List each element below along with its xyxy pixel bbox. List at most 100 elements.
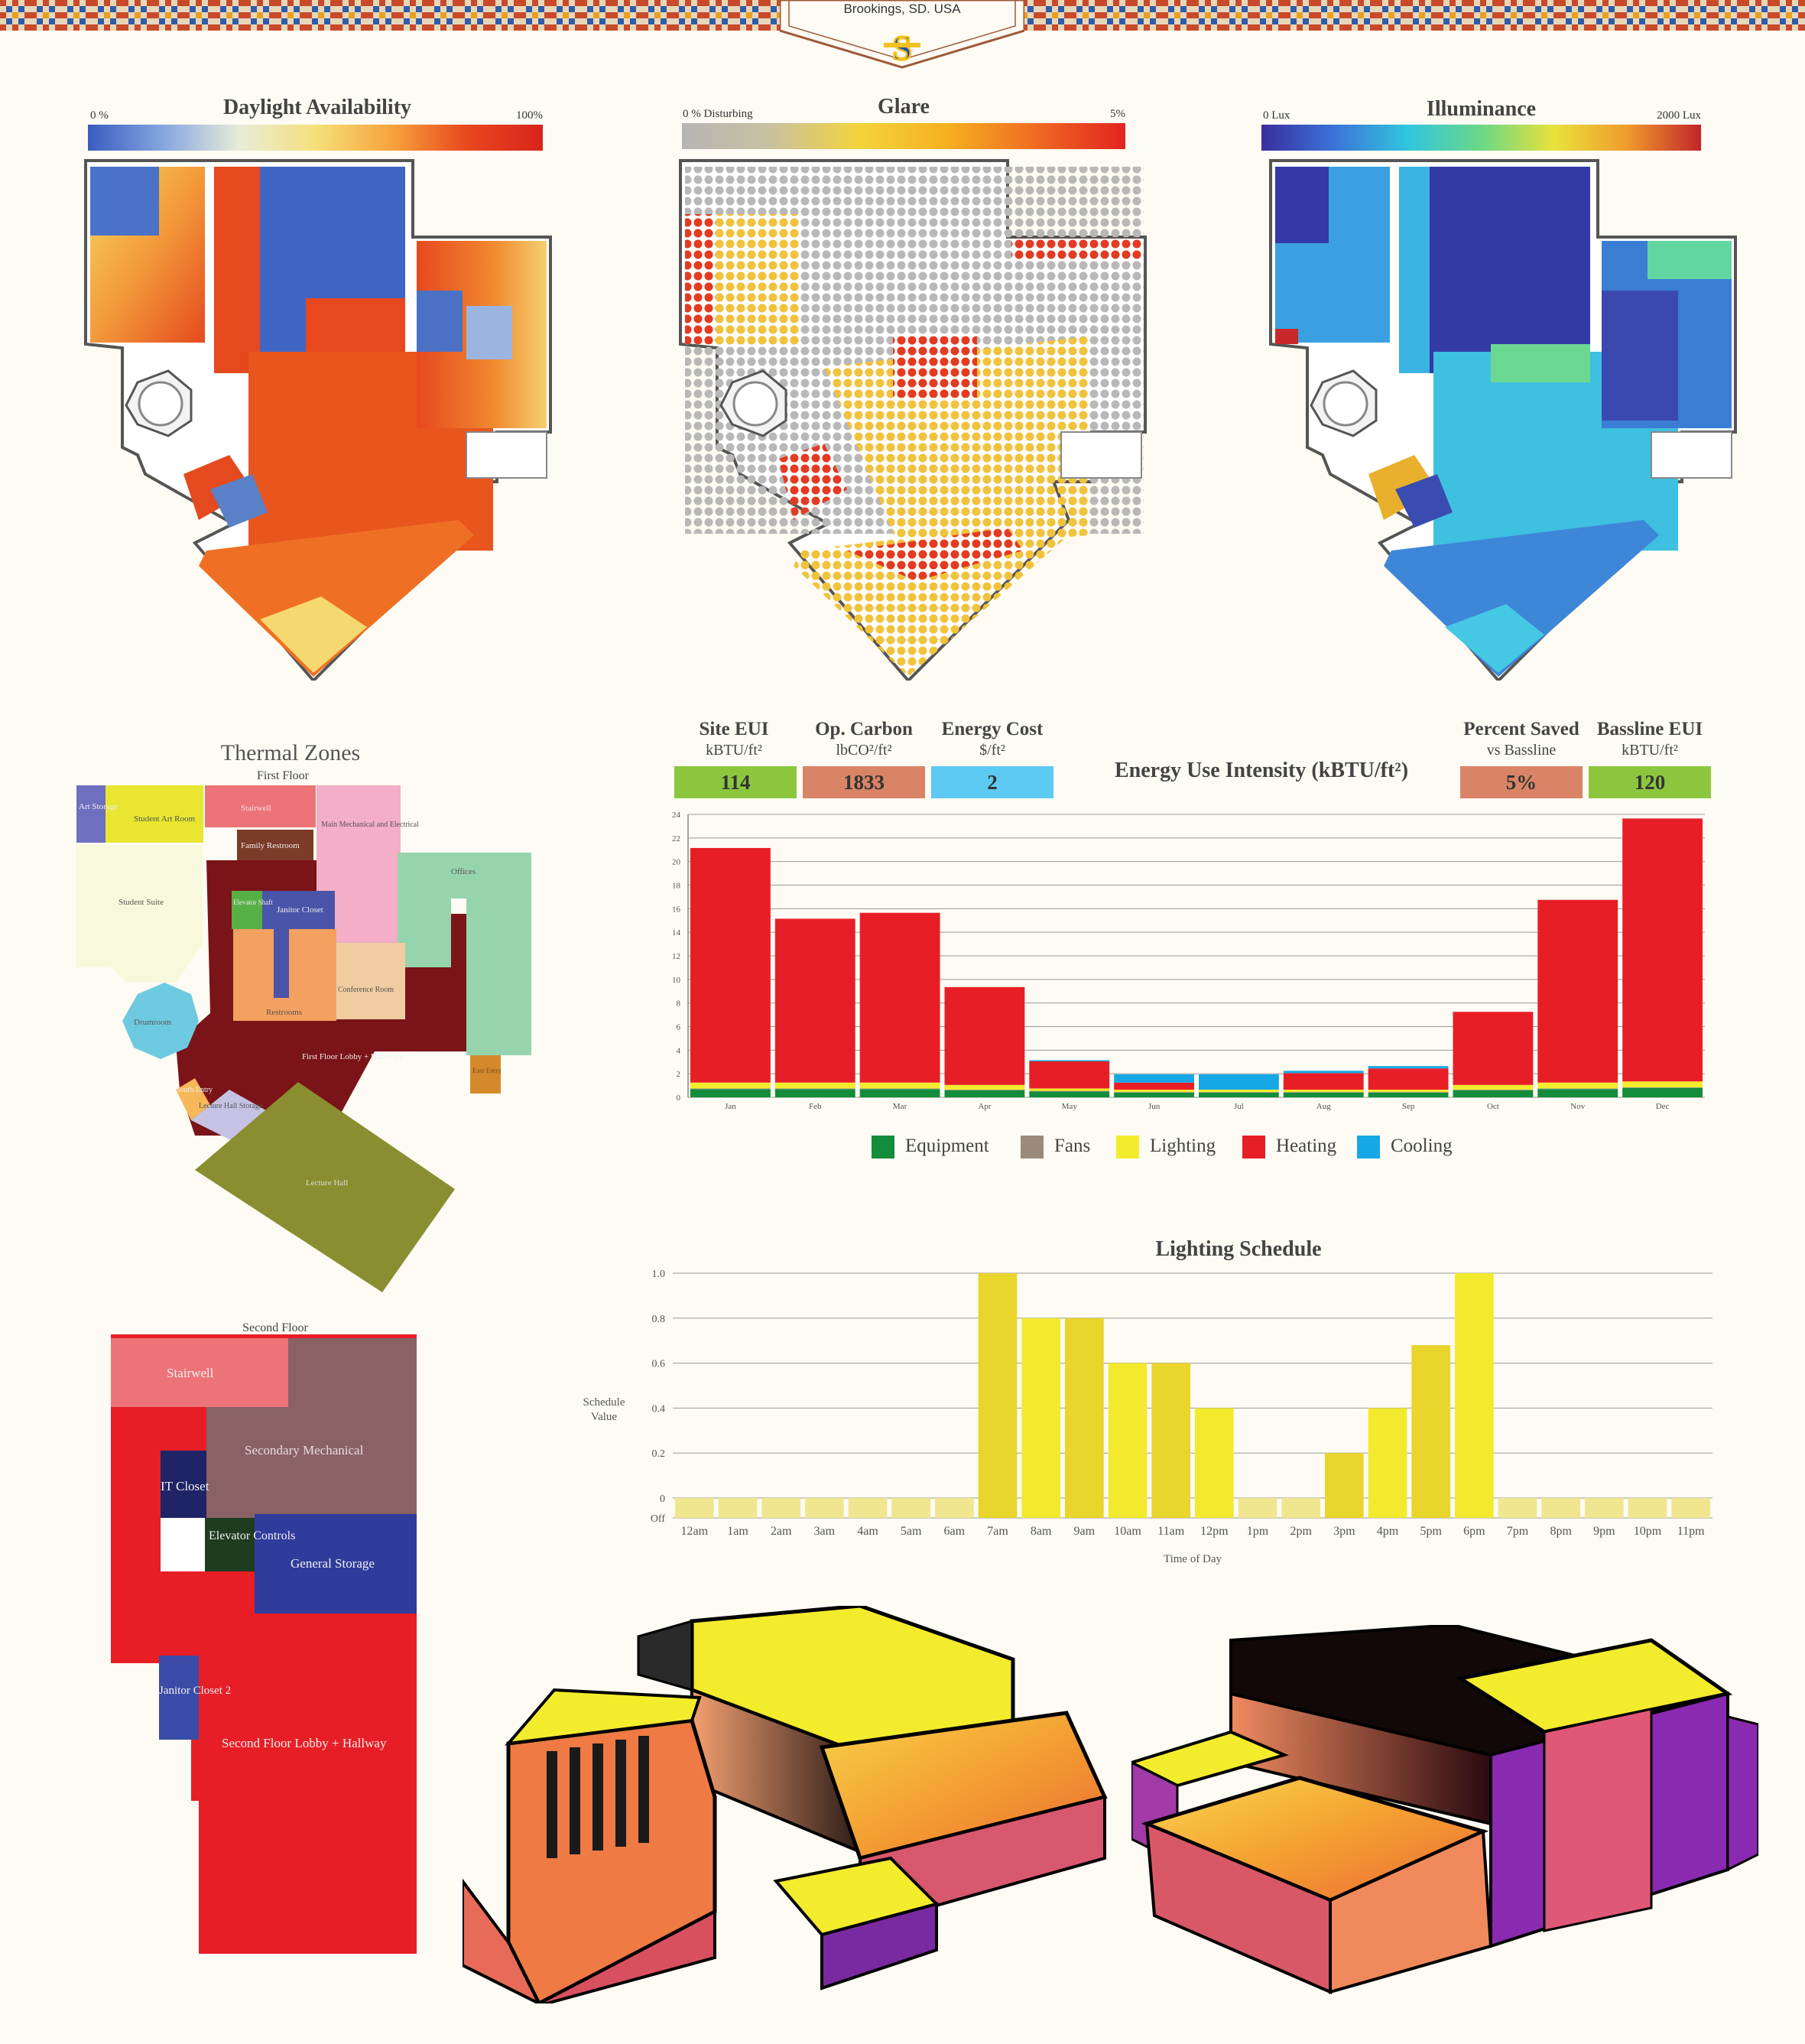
schedule-x-tick-label: 5pm (1420, 1525, 1442, 1538)
schedule-bar-5am (891, 1498, 930, 1518)
eui-bar-fans-aug (1283, 1092, 1364, 1093)
eui-bar-equipment-jul (1199, 1092, 1279, 1097)
legend-label: Cooling (1391, 1136, 1453, 1156)
schedule-bar-3pm (1325, 1453, 1364, 1518)
schedule-bar-11am (1151, 1363, 1190, 1518)
eui-x-tick-label: Jul (1234, 1102, 1244, 1111)
eui-bar-lighting-apr (944, 1084, 1025, 1090)
eui-bar-fans-feb (774, 1088, 855, 1090)
zone-south-entry-shape (176, 1078, 210, 1120)
eui-y-tick-label: 8 (677, 999, 681, 1009)
zone-label-south-entry: South Entry (176, 1086, 213, 1094)
eui-bar-lighting-mar (859, 1082, 940, 1089)
schedule-y-tick-label: 0.2 (652, 1448, 666, 1460)
schedule-x-tick-label: 2pm (1290, 1525, 1312, 1538)
kpi-baseline-eui-title: Bassline EUI (1596, 719, 1703, 739)
glare-min-label: 0 % Disturbing (683, 108, 753, 120)
kpi-baseline-eui-unit: kBTU/ft² (1622, 742, 1678, 759)
svg-text:S: S (892, 28, 912, 67)
glare-floorplan-heatmap (679, 159, 1147, 681)
schedule-x-tick-label: 11pm (1677, 1525, 1705, 1538)
legend-item-lighting: Lighting (1116, 1136, 1216, 1159)
lighting-schedule-bar-chart: Off 0 0.2 0.4 0.6 0.8 1.0 12am 1am 2am 3am 4am 5am 6a… (583, 1269, 1712, 1565)
eui-x-tick-label: Oct (1487, 1102, 1499, 1111)
zone-student-art-room-shape (106, 785, 203, 843)
schedule-x-tick-label: 8pm (1550, 1525, 1572, 1538)
zone2-label-janitor-closet: Janitor Closet 2 (159, 1685, 231, 1697)
eui-bar-heating-jun (1114, 1082, 1194, 1090)
eui-y-tick-label: 12 (672, 952, 680, 961)
zone-student-suite-shape (76, 845, 203, 983)
schedule-y-axis-label-line2: Value (591, 1411, 617, 1423)
eui-bar-lighting-sep (1368, 1089, 1449, 1093)
schedule-bar-1am (718, 1498, 758, 1518)
schedule-x-tick-label: 2am (771, 1525, 792, 1538)
eui-x-tick-label: Dec (1656, 1102, 1670, 1111)
kpi-site-eui-value: 114 (674, 766, 797, 798)
zone-offices-shape (398, 853, 531, 1055)
schedule-x-tick-label: 10am (1114, 1525, 1141, 1538)
zone-janitor-closet-shape (262, 891, 335, 929)
kpi-energy-cost-title: Energy Cost (941, 719, 1044, 739)
kpi-percent-saved-unit: vs Bassline (1486, 742, 1557, 759)
building-3d-render-left (463, 1606, 1108, 2003)
kpi-site-eui-unit: kBTU/ft² (706, 742, 762, 759)
first-floor-subtitle: First Floor (256, 769, 309, 782)
schedule-bar-9pm (1585, 1498, 1624, 1518)
location-text: Brookings, SD. USA (843, 2, 961, 16)
illuminance-color-ramp (1261, 125, 1701, 151)
kpi-baseline-eui-value: 120 (1589, 766, 1711, 798)
kpi-op-carbon-value: 1833 (803, 766, 925, 798)
eui-y-tick-label: 22 (672, 834, 680, 843)
daylight-color-ramp (88, 125, 543, 151)
schedule-bar-5pm (1411, 1345, 1450, 1518)
legend-swatch (1357, 1136, 1380, 1159)
legend-item-cooling: Cooling (1357, 1136, 1453, 1159)
legend-swatch (872, 1136, 894, 1159)
eui-bar-lighting-feb (774, 1082, 855, 1089)
schedule-x-tick-label: 9am (1074, 1525, 1096, 1538)
zone2-label-it-closet: IT Closet (161, 1479, 209, 1493)
zone-lecture-hall-shape (195, 1082, 455, 1292)
schedule-x-tick-label: 3am (814, 1525, 836, 1538)
legend-label: Equipment (905, 1136, 989, 1156)
eui-bar-fans-jun (1114, 1092, 1194, 1093)
glare-title: Glare (878, 95, 930, 119)
eui-bar-equipment-oct (1453, 1090, 1534, 1097)
schedule-x-tick-label: 7pm (1507, 1525, 1529, 1538)
eui-bar-heating-feb (774, 918, 855, 1083)
eui-bar-equipment-sep (1368, 1092, 1449, 1097)
schedule-bar-3am (805, 1498, 844, 1518)
zone2-label-elevator-controls: Elevator Controls (209, 1529, 295, 1542)
eui-x-tick-label: Nov (1570, 1102, 1585, 1111)
eui-x-tick-label: Mar (893, 1102, 907, 1111)
eui-x-tick-label: Feb (809, 1102, 822, 1111)
eui-bar-lighting-jan (690, 1082, 771, 1089)
schedule-x-tick-label: 3pm (1333, 1525, 1355, 1538)
schedule-y-tick-label: 0.8 (652, 1314, 666, 1325)
daylight-floorplan-heatmap (84, 159, 552, 681)
schedule-bar-10am (1108, 1363, 1148, 1518)
zone-east-entry-shape (470, 1055, 501, 1093)
schedule-y-tick-label: Off (651, 1513, 666, 1525)
eui-bar-cooling-may (1029, 1060, 1110, 1061)
zone2-label-general-storage: General Storage (291, 1556, 375, 1571)
eui-bar-fans-jan (690, 1088, 771, 1090)
legend-swatch (1116, 1136, 1139, 1159)
eui-bar-lighting-dec (1622, 1081, 1703, 1087)
zone-family-restroom-shape (237, 830, 313, 860)
sdsu-monogram-icon: S (884, 28, 920, 68)
zone-label-art-storage: Art Storage (79, 802, 118, 811)
schedule-x-tick-label: 8am (1031, 1525, 1052, 1538)
schedule-x-tick-label: 10pm (1634, 1525, 1662, 1538)
eui-x-tick-label: May (1062, 1102, 1078, 1111)
legend-swatch (1242, 1136, 1265, 1159)
schedule-bar-6pm (1455, 1273, 1494, 1518)
eui-bar-heating-aug (1283, 1073, 1364, 1090)
daylight-min-label: 0 % (90, 109, 109, 122)
zone-label-janitor-closet: Janitor Closet (277, 905, 323, 915)
kpi-op-carbon-title: Op. Carbon (815, 719, 913, 739)
eui-y-tick-label: 6 (677, 1023, 681, 1032)
zone-label-east-entry: East Entry (472, 1067, 502, 1074)
eui-y-tick-label: 16 (672, 905, 681, 914)
